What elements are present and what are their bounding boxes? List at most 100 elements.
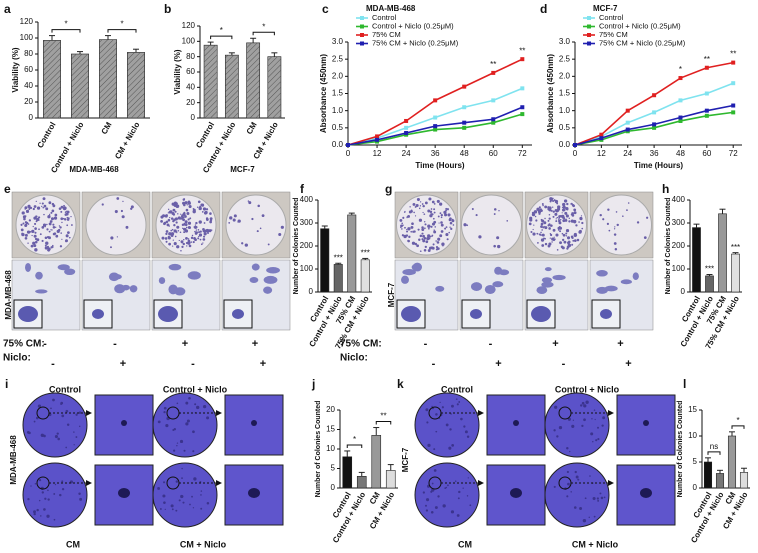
cell-cluster xyxy=(158,277,166,285)
data-point xyxy=(520,57,525,62)
y-tick-label: 1.0 xyxy=(559,106,571,115)
colony xyxy=(430,208,433,210)
x-tick-label: 12 xyxy=(373,149,382,158)
colony xyxy=(540,218,543,221)
colony xyxy=(406,228,408,231)
colony xyxy=(437,495,440,498)
y-tick-label: 0.0 xyxy=(559,140,571,149)
colony xyxy=(561,206,564,209)
colony xyxy=(550,198,553,202)
y-tick-label: 40 xyxy=(186,82,195,91)
colony xyxy=(188,244,192,248)
bar xyxy=(718,213,727,293)
colony xyxy=(562,205,566,209)
colony xyxy=(401,234,404,237)
colony xyxy=(440,216,443,219)
colony xyxy=(187,221,192,225)
colony xyxy=(39,202,41,204)
colony xyxy=(430,225,433,228)
colony xyxy=(183,449,186,452)
data-point xyxy=(573,143,577,147)
legend-label: Control xyxy=(599,13,624,22)
colony xyxy=(251,217,254,221)
colony xyxy=(157,487,161,490)
chart-title: MDA-MB-468 xyxy=(366,4,416,13)
significance: * xyxy=(220,26,223,35)
colony xyxy=(161,236,165,240)
colony xyxy=(167,208,170,211)
colony xyxy=(496,236,500,240)
y-tick-label: 200 xyxy=(672,241,686,250)
colony xyxy=(33,244,37,247)
data-point xyxy=(491,98,496,103)
significance: ** xyxy=(380,412,386,421)
significance: * xyxy=(353,435,356,444)
colony xyxy=(643,236,647,239)
colony xyxy=(53,518,56,521)
colony xyxy=(50,407,52,410)
y-tick-label: 100 xyxy=(20,33,34,42)
colony xyxy=(110,236,114,240)
caption: Control xyxy=(49,384,81,394)
colony xyxy=(170,229,173,232)
zoom-colony xyxy=(118,488,130,498)
colony xyxy=(43,213,45,216)
colony xyxy=(175,221,178,224)
colony xyxy=(23,217,26,221)
legend-label: Control + Niclo (0.25μM) xyxy=(372,21,454,30)
x-tick-label: 72 xyxy=(518,149,527,158)
colony xyxy=(541,233,544,237)
colony xyxy=(567,417,571,421)
colony xyxy=(163,410,166,414)
colony xyxy=(101,203,104,206)
significance: ** xyxy=(704,55,710,64)
y-tick-label: 100 xyxy=(672,264,686,273)
colony xyxy=(34,240,38,244)
colony xyxy=(430,213,432,215)
data-point xyxy=(491,70,496,75)
colony xyxy=(42,197,46,201)
colony xyxy=(34,231,37,234)
colony xyxy=(267,243,270,246)
y-axis-label: Absorbance (450nm) xyxy=(546,54,555,133)
condition-sign: - xyxy=(562,358,566,370)
caption: CM xyxy=(458,539,472,549)
data-point xyxy=(491,120,496,125)
colony xyxy=(48,222,52,226)
caption: CM + Niclo xyxy=(180,539,227,549)
colony xyxy=(160,216,162,218)
y-tick-label: 1.5 xyxy=(559,89,571,98)
colony xyxy=(185,226,188,229)
colony xyxy=(614,226,616,228)
colony xyxy=(202,207,207,211)
colony xyxy=(571,243,574,246)
colony xyxy=(538,206,541,209)
colony xyxy=(165,214,168,217)
colony xyxy=(202,404,207,409)
colony xyxy=(544,237,546,240)
colony xyxy=(543,221,547,225)
colony xyxy=(401,228,403,230)
colony xyxy=(558,225,561,229)
colony xyxy=(450,510,455,514)
colony xyxy=(456,403,459,406)
colony xyxy=(33,420,36,423)
condition-sign: + xyxy=(617,338,623,350)
colony xyxy=(171,508,174,511)
data-point xyxy=(346,143,350,147)
colony xyxy=(425,509,429,512)
colony xyxy=(581,221,584,225)
colony xyxy=(554,212,558,216)
colony xyxy=(547,224,550,227)
colony xyxy=(434,506,438,510)
colony xyxy=(568,220,571,223)
significance-bracket xyxy=(107,29,137,33)
colony xyxy=(566,447,569,450)
colony xyxy=(40,433,45,437)
y-tick-label: 120 xyxy=(182,21,196,30)
colony xyxy=(428,246,432,250)
colony xyxy=(64,211,67,213)
significance: * xyxy=(64,20,67,29)
colony xyxy=(61,480,64,483)
colony xyxy=(183,198,186,200)
